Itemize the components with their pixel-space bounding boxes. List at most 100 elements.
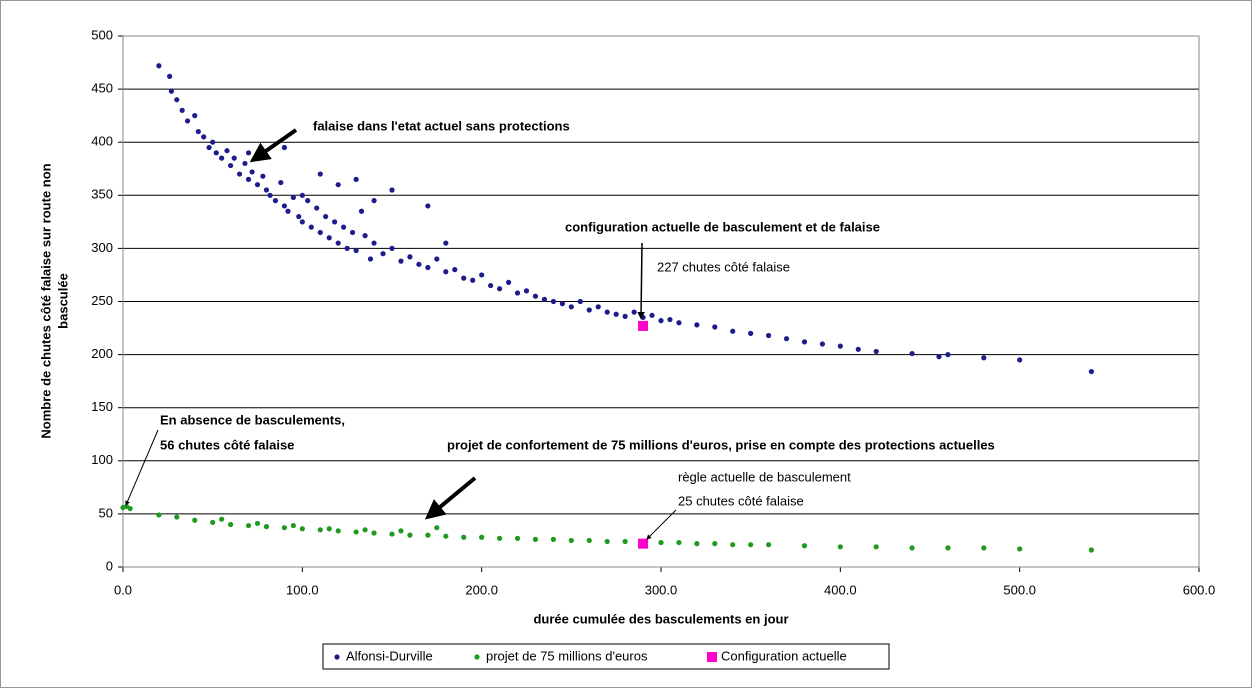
x-tick-label: 400.0 bbox=[824, 582, 857, 597]
y-tick-label: 50 bbox=[99, 505, 113, 520]
point bbox=[317, 527, 323, 533]
point bbox=[837, 544, 843, 550]
legend-marker bbox=[334, 654, 340, 660]
point bbox=[174, 97, 180, 103]
point bbox=[380, 251, 386, 257]
point bbox=[873, 544, 879, 550]
point bbox=[156, 512, 162, 518]
point bbox=[219, 155, 225, 161]
point bbox=[694, 322, 700, 328]
point bbox=[667, 316, 673, 323]
x-tick-label: 200.0 bbox=[465, 582, 498, 597]
point bbox=[263, 524, 270, 530]
annotation: projet de confortement de 75 millions d'… bbox=[447, 437, 995, 452]
x-tick-label: 300.0 bbox=[645, 582, 678, 597]
arrow bbox=[424, 476, 477, 520]
point bbox=[631, 309, 637, 315]
annotation: En absence de basculements, bbox=[160, 412, 345, 427]
point bbox=[416, 261, 422, 267]
point bbox=[1088, 368, 1094, 375]
point bbox=[195, 128, 201, 135]
legend-label: Configuration actuelle bbox=[721, 648, 847, 663]
point bbox=[260, 173, 266, 179]
point bbox=[443, 240, 449, 246]
point bbox=[595, 304, 601, 310]
point bbox=[219, 516, 225, 522]
point bbox=[936, 354, 942, 360]
point bbox=[622, 313, 628, 319]
point bbox=[1088, 547, 1094, 553]
point bbox=[340, 224, 347, 230]
point bbox=[586, 537, 592, 544]
point bbox=[228, 162, 234, 169]
point bbox=[613, 311, 619, 317]
point bbox=[425, 264, 431, 271]
point bbox=[285, 208, 291, 214]
point bbox=[335, 240, 341, 246]
point bbox=[479, 534, 485, 540]
point bbox=[676, 539, 682, 546]
point bbox=[358, 208, 365, 214]
point bbox=[766, 332, 772, 339]
y-tick-label: 150 bbox=[91, 399, 113, 414]
annotation: 227 chutes côté falaise bbox=[657, 259, 790, 274]
point bbox=[371, 198, 377, 204]
y-tick-label: 350 bbox=[91, 187, 113, 202]
point bbox=[389, 187, 395, 193]
x-tick-label: 100.0 bbox=[286, 582, 319, 597]
annotation: configuration actuelle de basculement et… bbox=[565, 219, 880, 234]
point bbox=[407, 254, 413, 260]
legend-marker bbox=[707, 652, 717, 662]
x-tick-label: 500.0 bbox=[1003, 582, 1036, 597]
point bbox=[470, 277, 476, 283]
point bbox=[676, 320, 682, 326]
point bbox=[443, 533, 449, 539]
point bbox=[245, 522, 252, 529]
point bbox=[559, 301, 565, 307]
point bbox=[389, 245, 395, 251]
point bbox=[308, 224, 314, 230]
point bbox=[398, 528, 404, 534]
point bbox=[730, 328, 736, 334]
point bbox=[192, 517, 198, 523]
legend-label: projet de 75 millions d'euros bbox=[486, 648, 648, 663]
y-tick-label: 0 bbox=[106, 558, 113, 573]
arrow bbox=[125, 429, 159, 506]
point bbox=[349, 229, 356, 236]
point bbox=[362, 233, 368, 239]
point bbox=[127, 505, 133, 512]
point bbox=[224, 148, 230, 154]
arrows bbox=[125, 128, 677, 540]
point bbox=[434, 256, 440, 262]
point bbox=[766, 542, 772, 548]
point bbox=[658, 318, 664, 324]
point bbox=[523, 288, 530, 294]
legend-marker bbox=[474, 654, 480, 660]
point bbox=[174, 514, 180, 520]
plot-area bbox=[122, 35, 1200, 568]
point bbox=[263, 187, 270, 193]
y-tick-label: 100 bbox=[91, 452, 113, 467]
point bbox=[488, 282, 494, 289]
point bbox=[299, 219, 305, 225]
point bbox=[326, 526, 332, 532]
point bbox=[443, 269, 449, 275]
point bbox=[236, 171, 243, 177]
point bbox=[909, 350, 915, 357]
y-tick-label: 500 bbox=[91, 27, 113, 42]
point bbox=[254, 520, 261, 527]
point bbox=[568, 537, 574, 544]
point bbox=[568, 304, 574, 310]
point bbox=[550, 536, 557, 542]
point bbox=[407, 532, 413, 538]
point bbox=[314, 205, 320, 211]
annotations: falaise dans l'etat actuel sans protecti… bbox=[160, 118, 995, 508]
point bbox=[550, 298, 557, 305]
point bbox=[801, 543, 808, 549]
point bbox=[299, 192, 305, 198]
point bbox=[210, 139, 216, 145]
point bbox=[249, 169, 255, 175]
point bbox=[290, 522, 296, 529]
